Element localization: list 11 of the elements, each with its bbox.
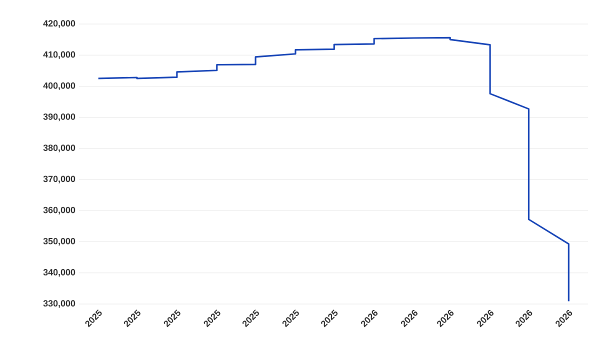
- y-tick-label: 360,000: [43, 206, 76, 214]
- y-tick-label: 370,000: [43, 176, 76, 184]
- y-tick-label: 340,000: [43, 269, 76, 277]
- y-tick-label: 330,000: [43, 300, 76, 308]
- y-tick-label: 390,000: [43, 114, 76, 122]
- y-tick-label: 350,000: [43, 238, 76, 246]
- line-series: [98, 36, 570, 302]
- y-tick-label: 410,000: [43, 51, 76, 59]
- y-tick-label: 380,000: [43, 144, 76, 152]
- y-tick-label: 420,000: [43, 20, 76, 28]
- y-tick-label: 400,000: [43, 82, 76, 90]
